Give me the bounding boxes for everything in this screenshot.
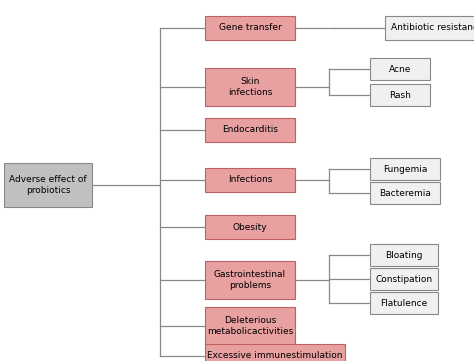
- FancyBboxPatch shape: [385, 16, 474, 40]
- Text: Flatulence: Flatulence: [380, 299, 428, 308]
- FancyBboxPatch shape: [4, 163, 92, 207]
- FancyBboxPatch shape: [370, 292, 438, 314]
- FancyBboxPatch shape: [205, 16, 295, 40]
- Text: Endocarditis: Endocarditis: [222, 126, 278, 135]
- Text: Deleterious
metabolicactivities: Deleterious metabolicactivities: [207, 316, 293, 336]
- FancyBboxPatch shape: [205, 261, 295, 299]
- Text: Gastrointestinal
problems: Gastrointestinal problems: [214, 270, 286, 290]
- Text: Excessive immunestimulation: Excessive immunestimulation: [207, 352, 343, 361]
- FancyBboxPatch shape: [370, 244, 438, 266]
- Text: Obesity: Obesity: [233, 222, 267, 231]
- Text: Constipation: Constipation: [375, 274, 433, 283]
- FancyBboxPatch shape: [205, 307, 295, 345]
- Text: Rash: Rash: [389, 91, 411, 100]
- Text: Acne: Acne: [389, 65, 411, 74]
- FancyBboxPatch shape: [205, 168, 295, 192]
- FancyBboxPatch shape: [205, 215, 295, 239]
- Text: Fungemia: Fungemia: [383, 165, 427, 174]
- Text: Gene transfer: Gene transfer: [219, 23, 282, 32]
- FancyBboxPatch shape: [370, 58, 430, 80]
- Text: Adverse effect of
probiotics: Adverse effect of probiotics: [9, 175, 87, 195]
- FancyBboxPatch shape: [205, 344, 345, 361]
- FancyBboxPatch shape: [370, 182, 440, 204]
- Text: Antibiotic resistance: Antibiotic resistance: [391, 23, 474, 32]
- FancyBboxPatch shape: [205, 118, 295, 142]
- Text: Bacteremia: Bacteremia: [379, 188, 431, 197]
- Text: Skin
infections: Skin infections: [228, 77, 272, 97]
- Text: Infections: Infections: [228, 175, 272, 184]
- FancyBboxPatch shape: [205, 68, 295, 106]
- FancyBboxPatch shape: [370, 158, 440, 180]
- FancyBboxPatch shape: [370, 268, 438, 290]
- Text: Bloating: Bloating: [385, 251, 423, 260]
- FancyBboxPatch shape: [370, 84, 430, 106]
